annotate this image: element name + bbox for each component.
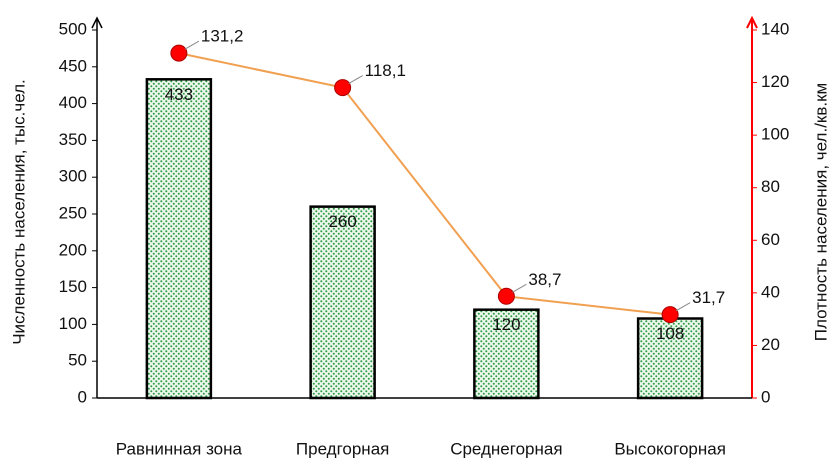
y-axis-arrow <box>91 16 103 29</box>
y2-tick-label: 60 <box>761 230 780 249</box>
line-marker <box>334 79 352 97</box>
line-value-label: 131,2 <box>201 27 244 46</box>
label-leader <box>184 40 200 50</box>
y2-tick-label: 140 <box>761 19 789 38</box>
x-tick-label: Среднегорная <box>450 439 562 458</box>
line <box>178 52 671 316</box>
bar <box>473 308 540 400</box>
line-value-label: 38,7 <box>528 270 561 289</box>
y2-tick-label: 20 <box>761 335 780 354</box>
bar <box>309 205 376 400</box>
y-tick-label: 0 <box>78 387 87 406</box>
y2-axis-title: Плотность населения, чел./кв.км <box>811 83 830 341</box>
y2-tick-label: 40 <box>761 282 780 301</box>
y-tick-label: 200 <box>59 240 87 259</box>
bar-value-label: 120 <box>492 315 520 334</box>
x-tick-label: Высокогорная <box>614 439 726 458</box>
bar-value-label: 433 <box>165 85 193 104</box>
y-tick-label: 400 <box>59 93 87 112</box>
bar-value-label: 108 <box>656 324 684 343</box>
y-tick-label: 50 <box>68 351 87 370</box>
y2-tick-label: 120 <box>761 72 789 91</box>
bar <box>145 78 213 400</box>
y-tick-label: 450 <box>59 56 87 75</box>
bar <box>636 317 704 400</box>
y2-tick-label: 80 <box>761 177 780 196</box>
y2-tick-label: 100 <box>761 125 789 144</box>
y2-tick-label: 0 <box>761 387 770 406</box>
x-tick-label: Предгорная <box>296 439 389 458</box>
y-tick-label: 150 <box>59 277 87 296</box>
label-leader <box>348 75 363 84</box>
y-tick-label: 100 <box>59 314 87 333</box>
line-marker <box>170 44 188 62</box>
line-marker <box>661 306 679 324</box>
y-tick-label: 350 <box>59 130 87 149</box>
line-value-label: 118,1 <box>365 61 406 80</box>
y-tick-label: 500 <box>59 19 87 38</box>
y-tick-label: 250 <box>59 203 87 222</box>
y-tick-label: 300 <box>59 167 87 186</box>
label-leader <box>675 302 691 312</box>
x-tick-label: Равнинная зона <box>116 439 243 458</box>
y-axis-title: Численность населения, тыс.чел. <box>9 79 28 345</box>
label-leader <box>512 283 527 293</box>
bar-value-label: 260 <box>328 212 356 231</box>
line-marker <box>497 287 515 305</box>
line-value-label: 31,7 <box>692 288 725 307</box>
y2-axis-arrow <box>746 15 758 29</box>
